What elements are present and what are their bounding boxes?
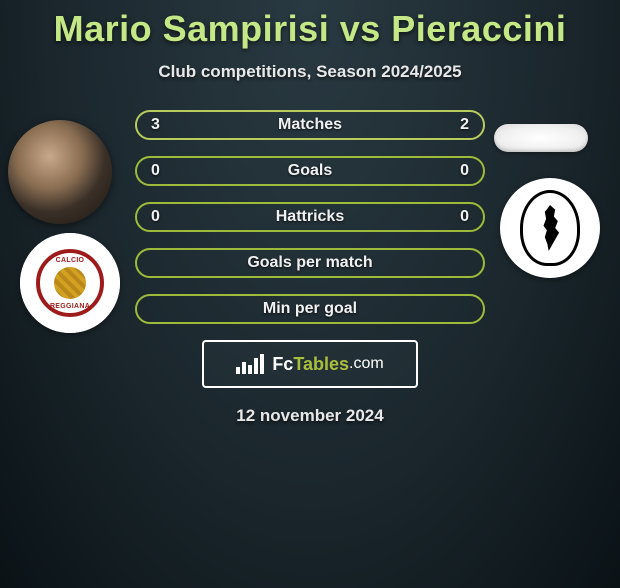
stat-label: Goals per match bbox=[137, 254, 483, 272]
comparison-subtitle: Club competitions, Season 2024/2025 bbox=[0, 62, 620, 82]
club-left-ball-icon bbox=[54, 267, 86, 299]
stat-left-value: 3 bbox=[151, 116, 160, 134]
stat-row-min-per-goal: Min per goal bbox=[135, 294, 485, 324]
stat-label: Goals bbox=[137, 162, 483, 180]
club-left-text-top: CALCIO bbox=[56, 257, 85, 264]
stat-label: Min per goal bbox=[137, 300, 483, 318]
club-left-text-bottom: REGGIANA bbox=[50, 303, 90, 310]
club-right-seahorse-icon bbox=[537, 205, 563, 251]
club-logo-right bbox=[500, 178, 600, 278]
content-area: CALCIO REGGIANA 3 Matches 2 0 Goals 0 0 … bbox=[0, 110, 620, 426]
stat-row-goals: 0 Goals 0 bbox=[135, 156, 485, 186]
chart-icon bbox=[236, 354, 266, 374]
stats-container: 3 Matches 2 0 Goals 0 0 Hattricks 0 Goal… bbox=[135, 110, 485, 324]
stat-left-value: 0 bbox=[151, 208, 160, 226]
fctables-logo: FcTables.com bbox=[236, 354, 383, 375]
player-photo-left bbox=[8, 120, 112, 224]
branding-box[interactable]: FcTables.com bbox=[202, 340, 418, 388]
stat-right-value: 2 bbox=[460, 116, 469, 134]
stat-right-value: 0 bbox=[460, 208, 469, 226]
stat-label: Matches bbox=[137, 116, 483, 134]
club-logo-left: CALCIO REGGIANA bbox=[20, 233, 120, 333]
stat-left-value: 0 bbox=[151, 162, 160, 180]
brand-tables: Tables bbox=[293, 354, 349, 375]
date-label: 12 november 2024 bbox=[0, 406, 620, 426]
club-logo-right-inner bbox=[520, 190, 580, 266]
stat-label: Hattricks bbox=[137, 208, 483, 226]
club-logo-left-inner: CALCIO REGGIANA bbox=[36, 249, 104, 317]
comparison-title: Mario Sampirisi vs Pieraccini bbox=[0, 8, 620, 50]
stat-right-value: 0 bbox=[460, 162, 469, 180]
stat-row-goals-per-match: Goals per match bbox=[135, 248, 485, 278]
stat-row-matches: 3 Matches 2 bbox=[135, 110, 485, 140]
stat-row-hattricks: 0 Hattricks 0 bbox=[135, 202, 485, 232]
brand-com: .com bbox=[349, 355, 384, 373]
brand-fc: Fc bbox=[272, 354, 293, 375]
player-photo-right-placeholder bbox=[494, 124, 588, 152]
